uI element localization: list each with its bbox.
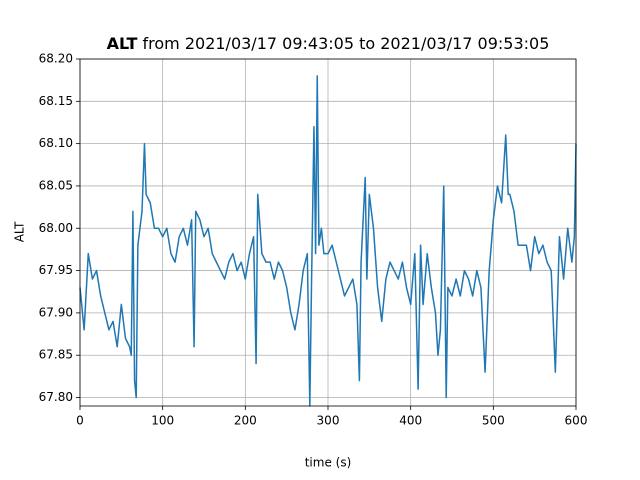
y-tick-label: 67.85 bbox=[39, 348, 73, 362]
x-tick-label: 600 bbox=[565, 414, 588, 428]
title-text: from 2021/03/17 09:43:05 to 2021/03/17 0… bbox=[143, 34, 550, 53]
y-tick-label: 67.80 bbox=[39, 390, 73, 404]
data-line bbox=[79, 75, 577, 407]
plot-frame bbox=[79, 58, 577, 407]
y-tick-label: 67.90 bbox=[39, 305, 73, 319]
y-tick-label: 68.15 bbox=[39, 94, 73, 108]
title-variable: ALT bbox=[107, 34, 138, 53]
x-tick-label: 100 bbox=[151, 414, 174, 428]
y-tick-label: 68.00 bbox=[39, 221, 73, 235]
x-tick-label: 400 bbox=[399, 414, 422, 428]
x-tick-label: 500 bbox=[482, 414, 505, 428]
y-tick-label: 67.95 bbox=[39, 263, 73, 277]
x-tick-label: 0 bbox=[76, 414, 84, 428]
y-tick-label: 68.05 bbox=[39, 178, 73, 192]
x-axis-label: time (s) bbox=[305, 456, 352, 470]
y-tick-label: 68.10 bbox=[39, 136, 73, 150]
y-axis-label: ALT bbox=[13, 221, 27, 242]
x-tick-label: 200 bbox=[234, 414, 257, 428]
chart-title: ALT from 2021/03/17 09:43:05 to 2021/03/… bbox=[107, 34, 550, 53]
y-tick-label: 68.20 bbox=[39, 52, 73, 66]
x-tick-label: 300 bbox=[317, 414, 340, 428]
